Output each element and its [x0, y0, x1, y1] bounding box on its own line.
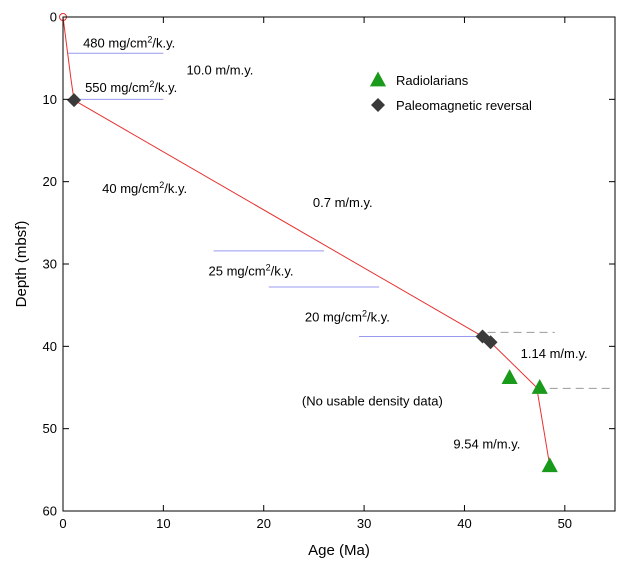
legend-label: Radiolarians: [396, 73, 469, 88]
y-tick-label: 30: [43, 257, 57, 272]
annotation-sr3: 1.14 m/m.y.: [521, 346, 588, 361]
annotation-mar1: 480 mg/cm2/k.y.: [83, 34, 175, 50]
y-tick-label: 60: [43, 504, 57, 519]
radiolarian-point: [501, 369, 518, 384]
y-axis-label: Depth (mbsf): [13, 221, 30, 308]
annotation-mar3: 40 mg/cm2/k.y.: [102, 180, 187, 196]
annotation-mar4: 25 mg/cm2/k.y.: [209, 263, 294, 279]
annotation-sr2: 0.7 m/m.y.: [313, 195, 373, 210]
paleomagnetic-point: [67, 93, 82, 108]
x-tick-label: 0: [59, 516, 66, 531]
paleomagnetic-point: [483, 335, 498, 350]
annotation-sr4: 9.54 m/m.y.: [453, 436, 520, 451]
x-tick-label: 30: [357, 516, 371, 531]
x-tick-label: 10: [156, 516, 170, 531]
marker-layer: [67, 93, 558, 473]
y-tick-label: 20: [43, 174, 57, 189]
x-tick-label: 50: [558, 516, 572, 531]
y-tick-label: 10: [43, 92, 57, 107]
axis-ticks: 0 10 20 30 40 50 0 10 20 30 40 50 60: [43, 10, 615, 531]
annotation-sr1: 10.0 m/m.y.: [186, 63, 253, 78]
legend-label: Paleomagnetic reversal: [396, 98, 532, 113]
radiolarian-point: [531, 379, 548, 394]
radiolarian-point: [541, 457, 558, 473]
x-axis-label: Age (Ma): [308, 542, 370, 559]
y-tick-label: 40: [43, 339, 57, 354]
legend: Radiolarians Paleomagnetic reversal: [369, 71, 532, 113]
annotation-mar2: 550 mg/cm2/k.y.: [85, 79, 177, 95]
x-tick-label: 20: [256, 516, 270, 531]
annotation-layer: 480 mg/cm2/k.y. 10.0 m/m.y. 550 mg/cm2/k.y…: [68, 34, 615, 451]
legend-diamond-icon: [371, 98, 385, 112]
legend-triangle-icon: [369, 71, 387, 87]
y-tick-label: 0: [50, 10, 57, 25]
annotation-nodata: (No usable density data): [302, 394, 443, 409]
y-tick-label: 50: [43, 421, 57, 436]
x-tick-label: 40: [457, 516, 471, 531]
annotation-mar5: 20 mg/cm2/k.y.: [305, 309, 390, 325]
